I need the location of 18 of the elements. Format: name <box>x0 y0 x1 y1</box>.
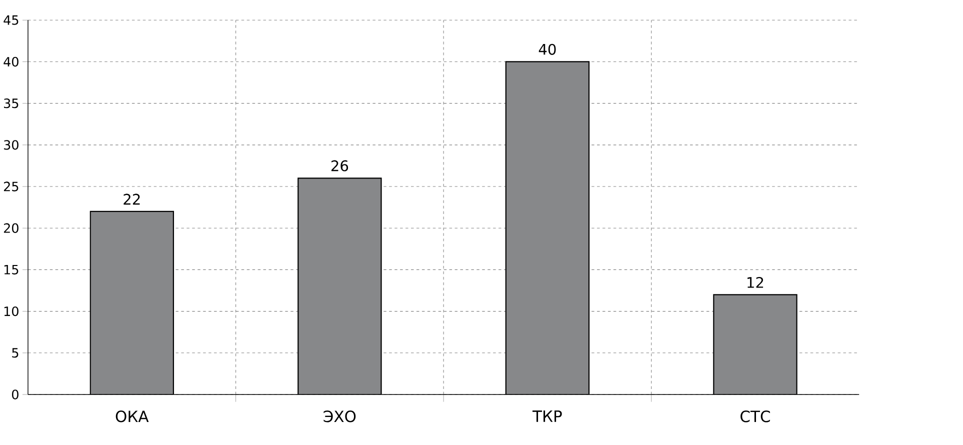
x-tick-label: ТКР <box>532 410 562 422</box>
data-label: 12 <box>748 277 764 288</box>
y-tick-label: 25 <box>4 182 18 192</box>
data-label: 22 <box>124 194 140 205</box>
y-tick-label: 10 <box>4 306 18 316</box>
y-tick-label: 35 <box>4 98 18 108</box>
data-label: 40 <box>538 44 556 55</box>
y-tick-label: 0 <box>12 390 18 400</box>
y-tick-label: 20 <box>4 223 18 234</box>
y-tick-label: 45 <box>4 15 18 25</box>
y-tick-label: 5 <box>12 348 18 358</box>
x-tick-label: ЭХО <box>324 410 356 422</box>
y-tick-label: 40 <box>4 56 18 67</box>
y-tick-label: 15 <box>4 265 18 275</box>
y-tick-label: 30 <box>4 140 18 150</box>
x-tick-label: ОКА <box>116 410 149 422</box>
data-label: 26 <box>331 160 348 172</box>
x-tick-label: СТС <box>740 410 770 422</box>
